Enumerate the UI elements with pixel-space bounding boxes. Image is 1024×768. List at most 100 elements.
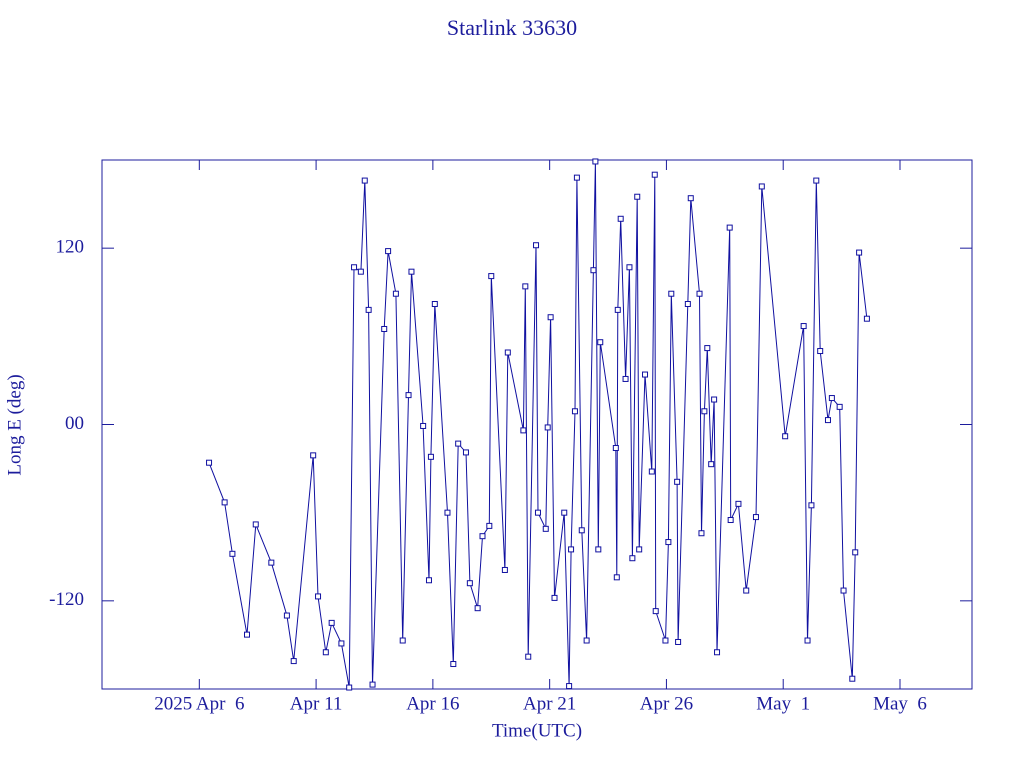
data-point — [229, 550, 236, 557]
data-point — [856, 249, 863, 256]
data-point — [244, 631, 250, 638]
data-point — [328, 619, 335, 626]
data-point — [544, 424, 551, 431]
data-point — [617, 215, 624, 222]
data-point — [840, 587, 847, 594]
x-tick-label: May 6 — [873, 693, 927, 714]
chart-title: Starlink 33630 — [447, 15, 577, 40]
data-point — [221, 499, 228, 506]
data-point — [431, 301, 438, 308]
data-point — [504, 349, 511, 356]
data-point — [662, 637, 669, 644]
data-point — [290, 658, 297, 665]
data-point — [525, 653, 532, 660]
data-point — [568, 546, 575, 553]
data-point — [542, 525, 549, 532]
data-point — [346, 684, 353, 691]
data-point — [743, 587, 750, 594]
y-tick-label: 00 — [65, 413, 84, 434]
data-point — [566, 683, 573, 690]
data-point — [455, 440, 462, 447]
x-tick-label: Apr 16 — [406, 693, 459, 714]
data-point — [698, 530, 705, 537]
data-point — [634, 193, 641, 200]
data-point — [665, 539, 672, 546]
data-point — [450, 661, 457, 668]
x-tick-label: Apr 11 — [290, 693, 343, 714]
data-point — [520, 427, 527, 434]
data-point — [782, 433, 789, 440]
data-point — [405, 392, 412, 399]
data-point — [613, 574, 620, 581]
data-point — [573, 174, 580, 181]
data-point — [578, 527, 585, 534]
data-point — [252, 521, 259, 528]
data-point — [648, 468, 655, 475]
x-tick-label: May 1 — [756, 693, 810, 714]
data-point — [614, 306, 621, 313]
data-point — [849, 675, 856, 682]
data-point — [651, 171, 658, 178]
data-point — [863, 315, 870, 322]
data-point — [622, 375, 629, 382]
data-point — [852, 549, 859, 556]
data-point — [642, 371, 649, 378]
data-point — [522, 283, 529, 290]
data-point — [714, 649, 721, 656]
data-point — [652, 608, 659, 615]
data-point — [357, 268, 364, 275]
data-point — [392, 290, 399, 297]
data-point — [444, 509, 451, 516]
data-point — [561, 509, 568, 516]
data-point — [381, 325, 388, 332]
data-point — [804, 637, 811, 644]
data-point — [727, 517, 734, 524]
data-point — [534, 509, 541, 516]
data-point — [427, 453, 434, 460]
data-point — [597, 339, 604, 346]
data-point — [711, 396, 718, 403]
y-axis-label: Long E (deg) — [4, 374, 25, 475]
data-point — [675, 638, 682, 645]
data-point — [486, 522, 493, 529]
data-point — [399, 637, 406, 644]
data-point — [836, 403, 843, 410]
data-point — [752, 514, 759, 521]
data-point — [824, 417, 831, 424]
data-point — [629, 555, 636, 562]
y-tick-label: -120 — [49, 589, 84, 610]
data-point — [726, 224, 733, 231]
data-point — [310, 452, 317, 459]
data-point — [547, 314, 554, 321]
data-point — [708, 461, 715, 468]
data-point — [595, 546, 602, 553]
data-point — [571, 408, 578, 415]
data-point — [420, 422, 427, 429]
data-point — [684, 301, 691, 308]
x-axis-label: Time(UTC) — [492, 720, 582, 741]
data-point — [758, 183, 765, 190]
data-point — [612, 445, 619, 452]
data-line — [208, 161, 868, 688]
data-point — [828, 395, 835, 402]
x-tick-label: Apr 26 — [640, 693, 693, 714]
data-point — [462, 449, 469, 456]
data-point — [365, 306, 372, 313]
data-point — [687, 195, 694, 202]
data-point — [800, 323, 807, 330]
data-point — [583, 637, 590, 644]
data-point — [369, 681, 376, 688]
x-tick-label: 2025 Apr 6 — [154, 693, 244, 714]
data-point — [636, 546, 643, 553]
data-point — [590, 267, 597, 274]
data-point — [808, 502, 815, 509]
data-point — [338, 640, 345, 647]
data-point — [408, 268, 415, 275]
data-point — [674, 478, 681, 485]
data-point — [668, 290, 675, 297]
data-point — [283, 612, 290, 619]
data-point — [385, 248, 392, 255]
data-point — [474, 605, 481, 612]
data-point — [322, 649, 329, 656]
